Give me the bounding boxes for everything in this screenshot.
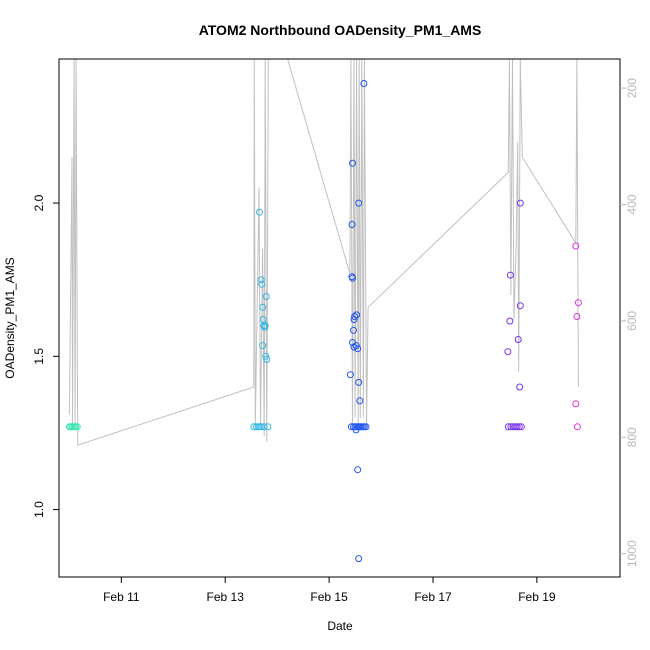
x-tick-label: Feb 13: [207, 590, 245, 604]
data-point: [351, 313, 359, 320]
data-point: [355, 199, 363, 207]
x-tick-label: Feb 17: [414, 590, 452, 604]
data-point: [360, 80, 368, 87]
data-point: [352, 426, 360, 434]
data-point: [574, 299, 582, 307]
data-point: [262, 352, 270, 360]
series-4: [504, 199, 525, 431]
data-point: [261, 322, 269, 330]
data-point: [262, 293, 270, 300]
secondary-y-tick-label: 1000: [625, 540, 639, 567]
series-1: [65, 423, 81, 431]
secondary-y-tick-label: 200: [625, 78, 639, 98]
data-point: [349, 159, 356, 167]
data-point: [256, 208, 263, 216]
y-tick-label: 2.0: [32, 194, 46, 211]
data-point: [259, 342, 267, 350]
data-point: [573, 313, 581, 320]
data-point: [362, 423, 370, 431]
y-axis-label: OADensity_PM1_AMS: [3, 257, 17, 378]
data-point: [355, 555, 363, 563]
data-point: [258, 280, 266, 288]
x-tick-label: Feb 19: [518, 590, 556, 604]
data-point: [348, 221, 356, 228]
data-point: [516, 302, 524, 310]
data-point: [504, 348, 512, 356]
data-point: [347, 423, 355, 431]
data-point: [263, 355, 271, 363]
data-point: [506, 317, 514, 325]
series-5: [572, 242, 582, 431]
data-point: [516, 199, 524, 207]
data-point: [516, 383, 524, 391]
secondary-y-tick-label: 800: [625, 427, 639, 447]
series-2: [250, 208, 272, 431]
data-point: [514, 336, 522, 343]
y-tick-label: 1.5: [32, 348, 46, 365]
data-point: [260, 423, 268, 431]
secondary-y-tick-label: 400: [625, 194, 639, 214]
secondary-y-tick-label: 600: [625, 311, 639, 331]
data-point: [504, 423, 512, 431]
data-point: [356, 397, 364, 405]
chart-title: ATOM2 Northbound OADensity_PM1_AMS: [199, 22, 482, 38]
data-point: [354, 345, 362, 353]
data-point: [515, 423, 523, 431]
plot-frame: [58, 58, 621, 578]
data-point: [355, 378, 363, 386]
secondary-y-axis: 200 400 600 800 1000: [620, 78, 639, 567]
data-point: [257, 276, 265, 284]
data-point: [350, 343, 358, 351]
x-tick-label: Feb 11: [103, 590, 140, 604]
data-point: [73, 423, 81, 431]
altitude-trace-line: [68, 59, 579, 446]
data-point: [350, 326, 357, 334]
data-point: [252, 423, 260, 431]
data-point: [573, 423, 581, 431]
y-tick-label: 1.0: [32, 501, 46, 518]
data-point: [572, 242, 580, 250]
data-point: [349, 274, 356, 282]
y-axis: 1.0 1.5 2.0: [32, 194, 59, 518]
x-axis: Feb 11 Feb 13 Feb 15 Feb 17 Feb 19: [103, 577, 556, 604]
data-point: [264, 423, 272, 431]
data-point: [506, 271, 514, 279]
data-point: [517, 423, 525, 431]
x-tick-label: Feb 15: [310, 590, 348, 604]
data-points: [65, 80, 582, 563]
data-point: [353, 311, 361, 319]
data-point: [346, 371, 354, 379]
data-point: [513, 423, 521, 431]
x-axis-label: Date: [327, 619, 353, 633]
data-point: [354, 466, 362, 474]
data-point: [259, 303, 267, 311]
altitude-trace: [68, 59, 579, 446]
series-3: [346, 80, 370, 563]
data-point: [572, 400, 580, 408]
